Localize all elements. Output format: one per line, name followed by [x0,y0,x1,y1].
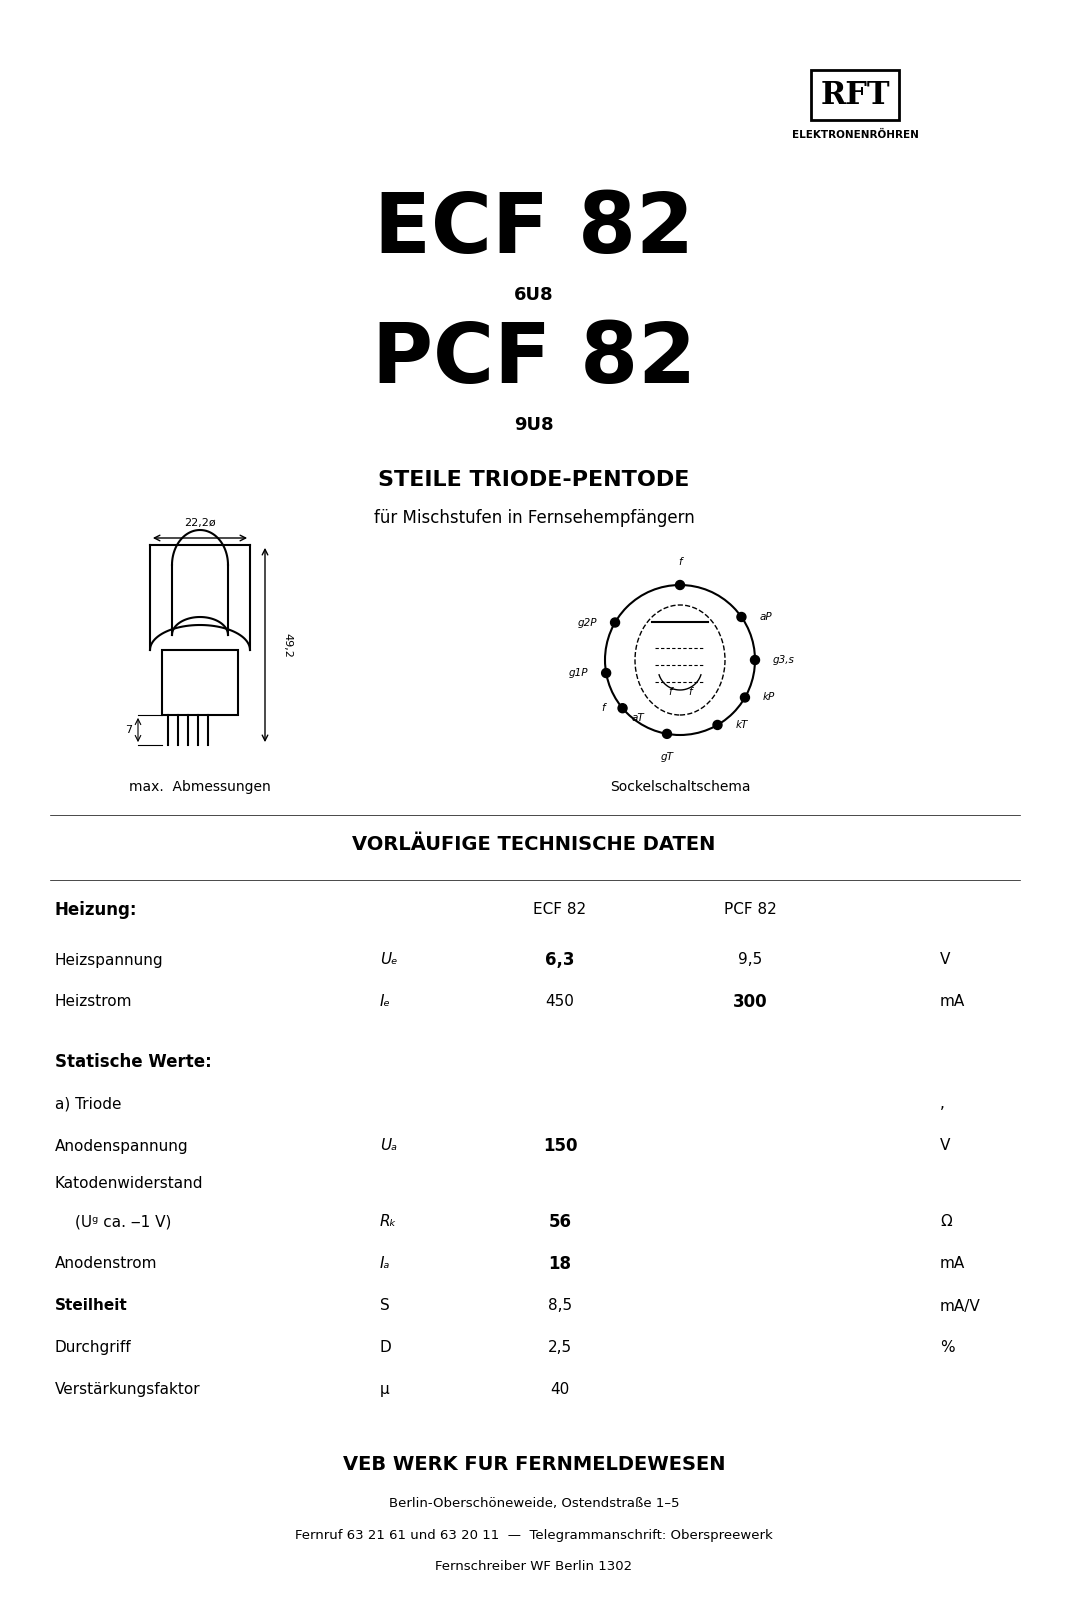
Text: aP: aP [760,611,773,622]
Text: Iₑ: Iₑ [380,995,391,1010]
Text: mA/V: mA/V [940,1299,981,1314]
Text: (Uᵍ ca. ‒1 V): (Uᵍ ca. ‒1 V) [75,1214,172,1229]
Text: Durchgriff: Durchgriff [55,1341,131,1355]
Text: 6U8: 6U8 [514,286,554,304]
Text: Anodenstrom: Anodenstrom [55,1256,158,1272]
Text: 2,5: 2,5 [548,1341,572,1355]
Text: g1P: g1P [569,669,588,678]
Circle shape [737,613,746,621]
Text: Ω: Ω [940,1214,952,1229]
Text: 300: 300 [733,994,767,1011]
Text: PCF 82: PCF 82 [372,320,696,400]
Text: RFT: RFT [821,80,890,110]
Text: mA: mA [940,1256,966,1272]
Text: Heizung:: Heizung: [55,901,138,918]
Text: 22,2ø: 22,2ø [185,518,216,528]
Text: VORLÄUFIGE TECHNISCHE DATEN: VORLÄUFIGE TECHNISCHE DATEN [352,835,716,854]
Text: g3,s: g3,s [773,654,795,666]
Text: f: f [688,686,691,698]
Text: D: D [380,1341,392,1355]
Bar [162,650,238,715]
Circle shape [618,704,627,712]
Circle shape [750,656,760,664]
Circle shape [713,720,722,730]
Text: 40: 40 [551,1382,570,1397]
Text: ELEKTRONENRÖHREN: ELEKTRONENRÖHREN [792,130,919,141]
Text: für Mischstufen in Fernsehempfängern: für Mischstufen in Fernsehempfängern [373,509,695,526]
Text: f: f [679,557,682,566]
Text: Berlin-Oberschöneweide, Ostendstraße 1–5: Berlin-Oberschöneweide, Ostendstraße 1–5 [388,1496,680,1509]
Text: Katodenwiderstand: Katodenwiderstand [55,1176,204,1192]
Text: Uₐ: Uₐ [380,1139,397,1154]
Text: f: f [668,686,672,698]
Text: STEILE TRIODE-PENTODE: STEILE TRIODE-PENTODE [379,470,689,490]
Text: Fernruf 63 21 61 und 63 20 11  —  Telegrammanschrift: Oberspreewerk: Fernruf 63 21 61 und 63 20 11 — Telegram… [296,1528,773,1541]
Text: Anodenspannung: Anodenspannung [55,1139,189,1154]
Text: Heizstrom: Heizstrom [55,995,132,1010]
Text: Statische Werte:: Statische Werte: [55,1053,211,1070]
Text: 6,3: 6,3 [545,950,575,970]
Text: 9U8: 9U8 [514,416,554,434]
Text: a) Triode: a) Triode [55,1096,122,1112]
Text: ,: , [940,1096,945,1112]
Text: 7: 7 [125,725,132,734]
Text: 450: 450 [545,995,574,1010]
Text: kP: kP [763,693,776,702]
Text: ECF 82: ECF 82 [375,189,694,270]
Text: Fernschreiber WF Berlin 1302: Fernschreiber WF Berlin 1302 [435,1560,633,1573]
Text: μ: μ [380,1382,389,1397]
Text: f: f [601,704,605,714]
Text: kT: kT [735,720,748,730]
Text: max.  Abmessungen: max. Abmessungen [129,781,271,794]
Text: V: V [940,1139,951,1154]
Text: Heizspannung: Heizspannung [55,952,163,968]
Text: VEB WERK FUR FERNMELDEWESEN: VEB WERK FUR FERNMELDEWESEN [343,1456,726,1475]
Text: Iₐ: Iₐ [380,1256,391,1272]
Text: V: V [940,952,951,968]
Circle shape [740,693,749,702]
Text: PCF 82: PCF 82 [723,902,777,917]
Text: Rₖ: Rₖ [380,1214,397,1229]
Text: 150: 150 [543,1138,577,1155]
Text: gT: gT [660,752,673,762]
Circle shape [663,730,671,738]
Text: ECF 82: ECF 82 [534,902,587,917]
Text: 9,5: 9,5 [738,952,762,968]
Text: mA: mA [940,995,966,1010]
Text: Uₑ: Uₑ [380,952,398,968]
Text: 56: 56 [548,1213,572,1230]
Text: S: S [380,1299,389,1314]
Text: g2P: g2P [577,618,598,627]
Text: Verstärkungsfaktor: Verstärkungsfaktor [55,1382,201,1397]
Text: 18: 18 [548,1254,572,1274]
Text: %: % [940,1341,955,1355]
Circle shape [675,581,685,589]
Text: Sockelschaltschema: Sockelschaltschema [609,781,750,794]
Text: Steilheit: Steilheit [55,1299,128,1314]
Text: aT: aT [632,714,644,723]
Text: 49,2: 49,2 [282,632,292,658]
Circle shape [602,669,610,677]
Text: 8,5: 8,5 [548,1299,572,1314]
Circle shape [610,618,620,627]
